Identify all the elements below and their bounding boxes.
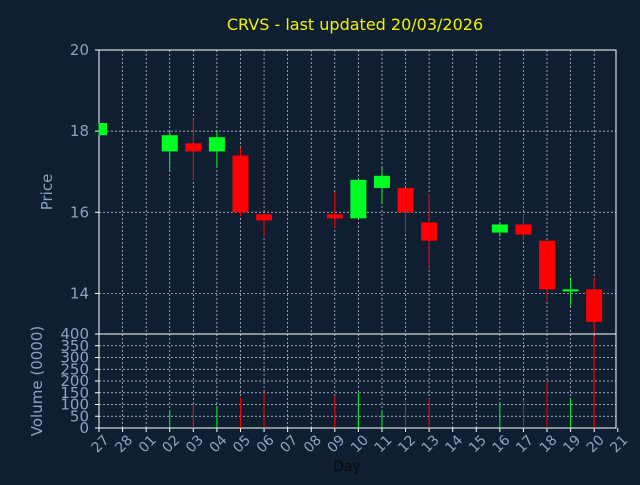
price-panel: 14 16 18 20 Price bbox=[38, 41, 617, 339]
x-tick-label: 07 bbox=[277, 432, 301, 456]
candle bbox=[256, 212, 273, 237]
volume-tick-label: 150 bbox=[60, 384, 89, 402]
candle-body bbox=[185, 143, 202, 152]
volume-tick-label: 300 bbox=[60, 349, 89, 367]
candle bbox=[421, 194, 438, 270]
price-axis-label: Price bbox=[38, 174, 56, 211]
x-tick-label: 04 bbox=[207, 432, 231, 456]
candle-body bbox=[515, 224, 532, 235]
candle-body bbox=[539, 240, 556, 290]
x-tick-label: 02 bbox=[159, 432, 183, 456]
candle-body bbox=[373, 175, 390, 188]
candle-body bbox=[326, 214, 343, 219]
x-tick-label: 08 bbox=[301, 432, 325, 456]
candle bbox=[350, 179, 367, 219]
x-tick-label: 12 bbox=[395, 432, 419, 456]
x-tick-label: 10 bbox=[348, 432, 372, 456]
x-tick-label: 09 bbox=[324, 432, 348, 456]
candle bbox=[232, 147, 249, 217]
candle bbox=[326, 192, 343, 229]
candles bbox=[98, 118, 603, 339]
x-axis-label: Day bbox=[333, 459, 361, 475]
candle bbox=[397, 187, 414, 233]
candle bbox=[539, 240, 556, 302]
price-tick-label: 14 bbox=[70, 284, 89, 302]
chart-title: CRVS - last updated 20/03/2026 bbox=[227, 15, 483, 34]
x-tick-label: 01 bbox=[136, 432, 160, 456]
x-tick-label: 27 bbox=[89, 432, 113, 456]
candle bbox=[586, 277, 603, 339]
candle-body bbox=[350, 179, 367, 219]
x-tick-label: 18 bbox=[537, 432, 561, 456]
x-tick-label: 06 bbox=[254, 432, 278, 456]
x-tick-label: 20 bbox=[584, 432, 608, 456]
candle-body bbox=[256, 214, 273, 221]
x-axis-ticks: 27 28 01 02 03 04 05 06 07 08 09 10 11 12 13 14 15 16 17 18… bbox=[89, 428, 631, 456]
volume-tick-label: 400 bbox=[60, 325, 89, 343]
candle-body bbox=[232, 155, 249, 213]
x-tick-label: 17 bbox=[513, 432, 537, 456]
x-tick-label: 11 bbox=[372, 432, 396, 456]
candle bbox=[185, 118, 202, 180]
candle bbox=[491, 222, 508, 237]
volume-tick-label: 250 bbox=[60, 360, 89, 378]
candle bbox=[98, 123, 107, 136]
price-tick-label: 18 bbox=[70, 122, 89, 140]
candle bbox=[515, 214, 532, 241]
candle bbox=[208, 131, 225, 168]
volume-tick-label: 0 bbox=[79, 419, 89, 437]
x-tick-label: 21 bbox=[607, 432, 631, 456]
volume-tick-label: 200 bbox=[60, 372, 89, 390]
x-tick-label: 28 bbox=[112, 432, 136, 456]
price-tick-label: 16 bbox=[70, 203, 89, 221]
volume-axis-label: Volume (0000) bbox=[28, 326, 46, 436]
candle-body bbox=[208, 137, 225, 152]
volume-bars bbox=[169, 336, 595, 428]
candle bbox=[562, 277, 579, 306]
candle-body bbox=[562, 289, 579, 292]
x-tick-label: 13 bbox=[419, 432, 443, 456]
x-tick-label: 05 bbox=[230, 432, 254, 456]
candle-body bbox=[491, 224, 508, 233]
volume-tick-label: 50 bbox=[70, 407, 89, 425]
x-tick-label: 16 bbox=[490, 432, 514, 456]
candle-body bbox=[99, 123, 107, 136]
price-tick-label: 20 bbox=[70, 41, 89, 59]
candle bbox=[373, 167, 390, 205]
candle-body bbox=[586, 289, 603, 322]
x-tick-label: 15 bbox=[466, 432, 490, 456]
candle bbox=[161, 131, 178, 172]
x-tick-label: 14 bbox=[442, 432, 466, 456]
candle-body bbox=[161, 135, 178, 152]
candle-body bbox=[397, 187, 414, 213]
volume-tick-label: 350 bbox=[60, 337, 89, 355]
x-tick-label: 03 bbox=[183, 432, 207, 456]
volume-grid bbox=[99, 334, 616, 428]
price-y-ticks: 14 16 18 20 bbox=[70, 41, 99, 302]
x-tick-label: 19 bbox=[560, 432, 584, 456]
candle-body bbox=[421, 222, 438, 241]
volume-tick-label: 100 bbox=[60, 396, 89, 414]
